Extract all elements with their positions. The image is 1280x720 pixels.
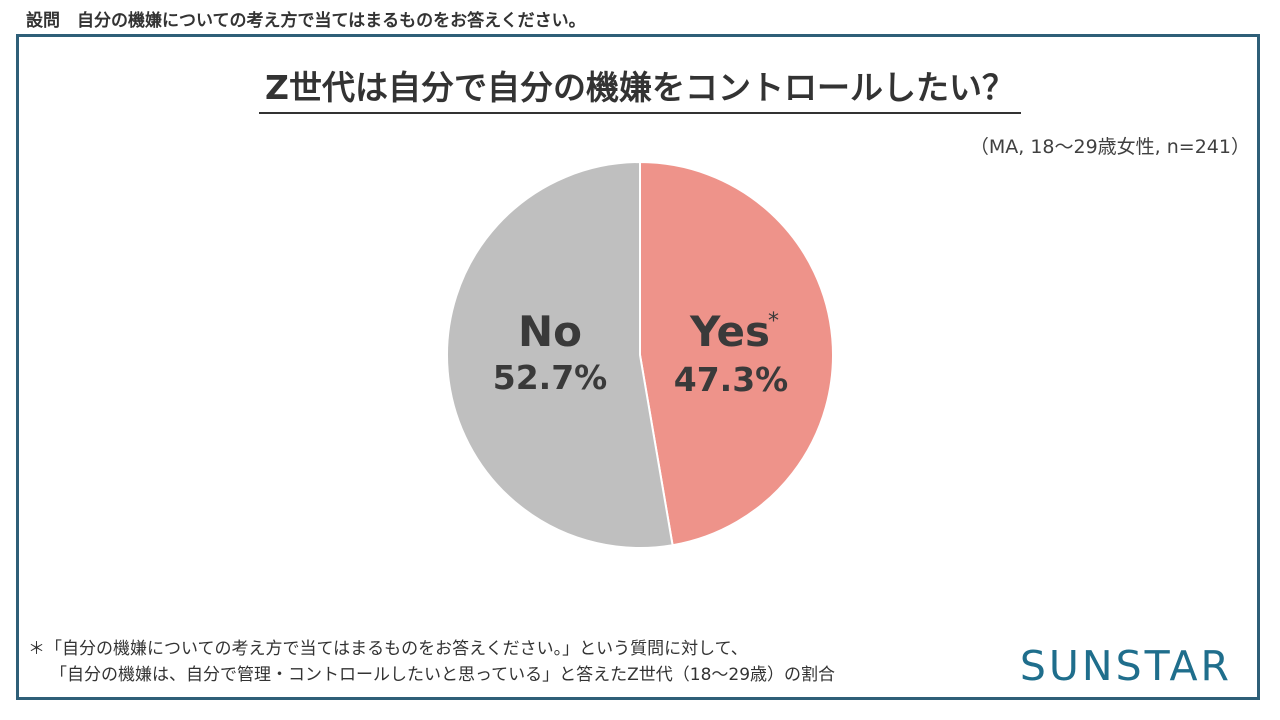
footnote-line-1: ＊「自分の機嫌についての考え方で当てはまるものをお答えください。」という質問に対…: [28, 639, 748, 659]
slice-label-yes: Yes: [689, 307, 770, 356]
chart-title-wrap: Z世代は自分で自分の機嫌をコントロールしたい？: [0, 68, 1280, 114]
chart-frame: [16, 34, 1260, 700]
sunstar-logo: SUNSTAR: [1019, 642, 1232, 690]
footnote: ＊「自分の機嫌についての考え方で当てはまるものをお答えください。」という質問に対…: [28, 636, 835, 688]
pie-slices: [446, 160, 834, 549]
slice-marker-yes: *: [768, 309, 779, 334]
slice-value-yes: 47.3%: [674, 360, 789, 399]
chart-title: Z世代は自分で自分の機嫌をコントロールしたい？: [259, 68, 1021, 114]
sample-note: （MA, 18～29歳女性, n=241）: [969, 136, 1250, 158]
pie-slice-yes: [639, 160, 834, 547]
slice-label-no: No: [518, 307, 582, 356]
pie-slice-no: [446, 160, 674, 549]
question-text: 設問 自分の機嫌についての考え方で当てはまるものをお答えください。: [26, 11, 586, 31]
slice-value-no: 52.7%: [493, 358, 608, 397]
footnote-line-2: 「自分の機嫌は、自分で管理・コントロールしたいと思っている」と答えたZ世代（18…: [50, 665, 836, 685]
